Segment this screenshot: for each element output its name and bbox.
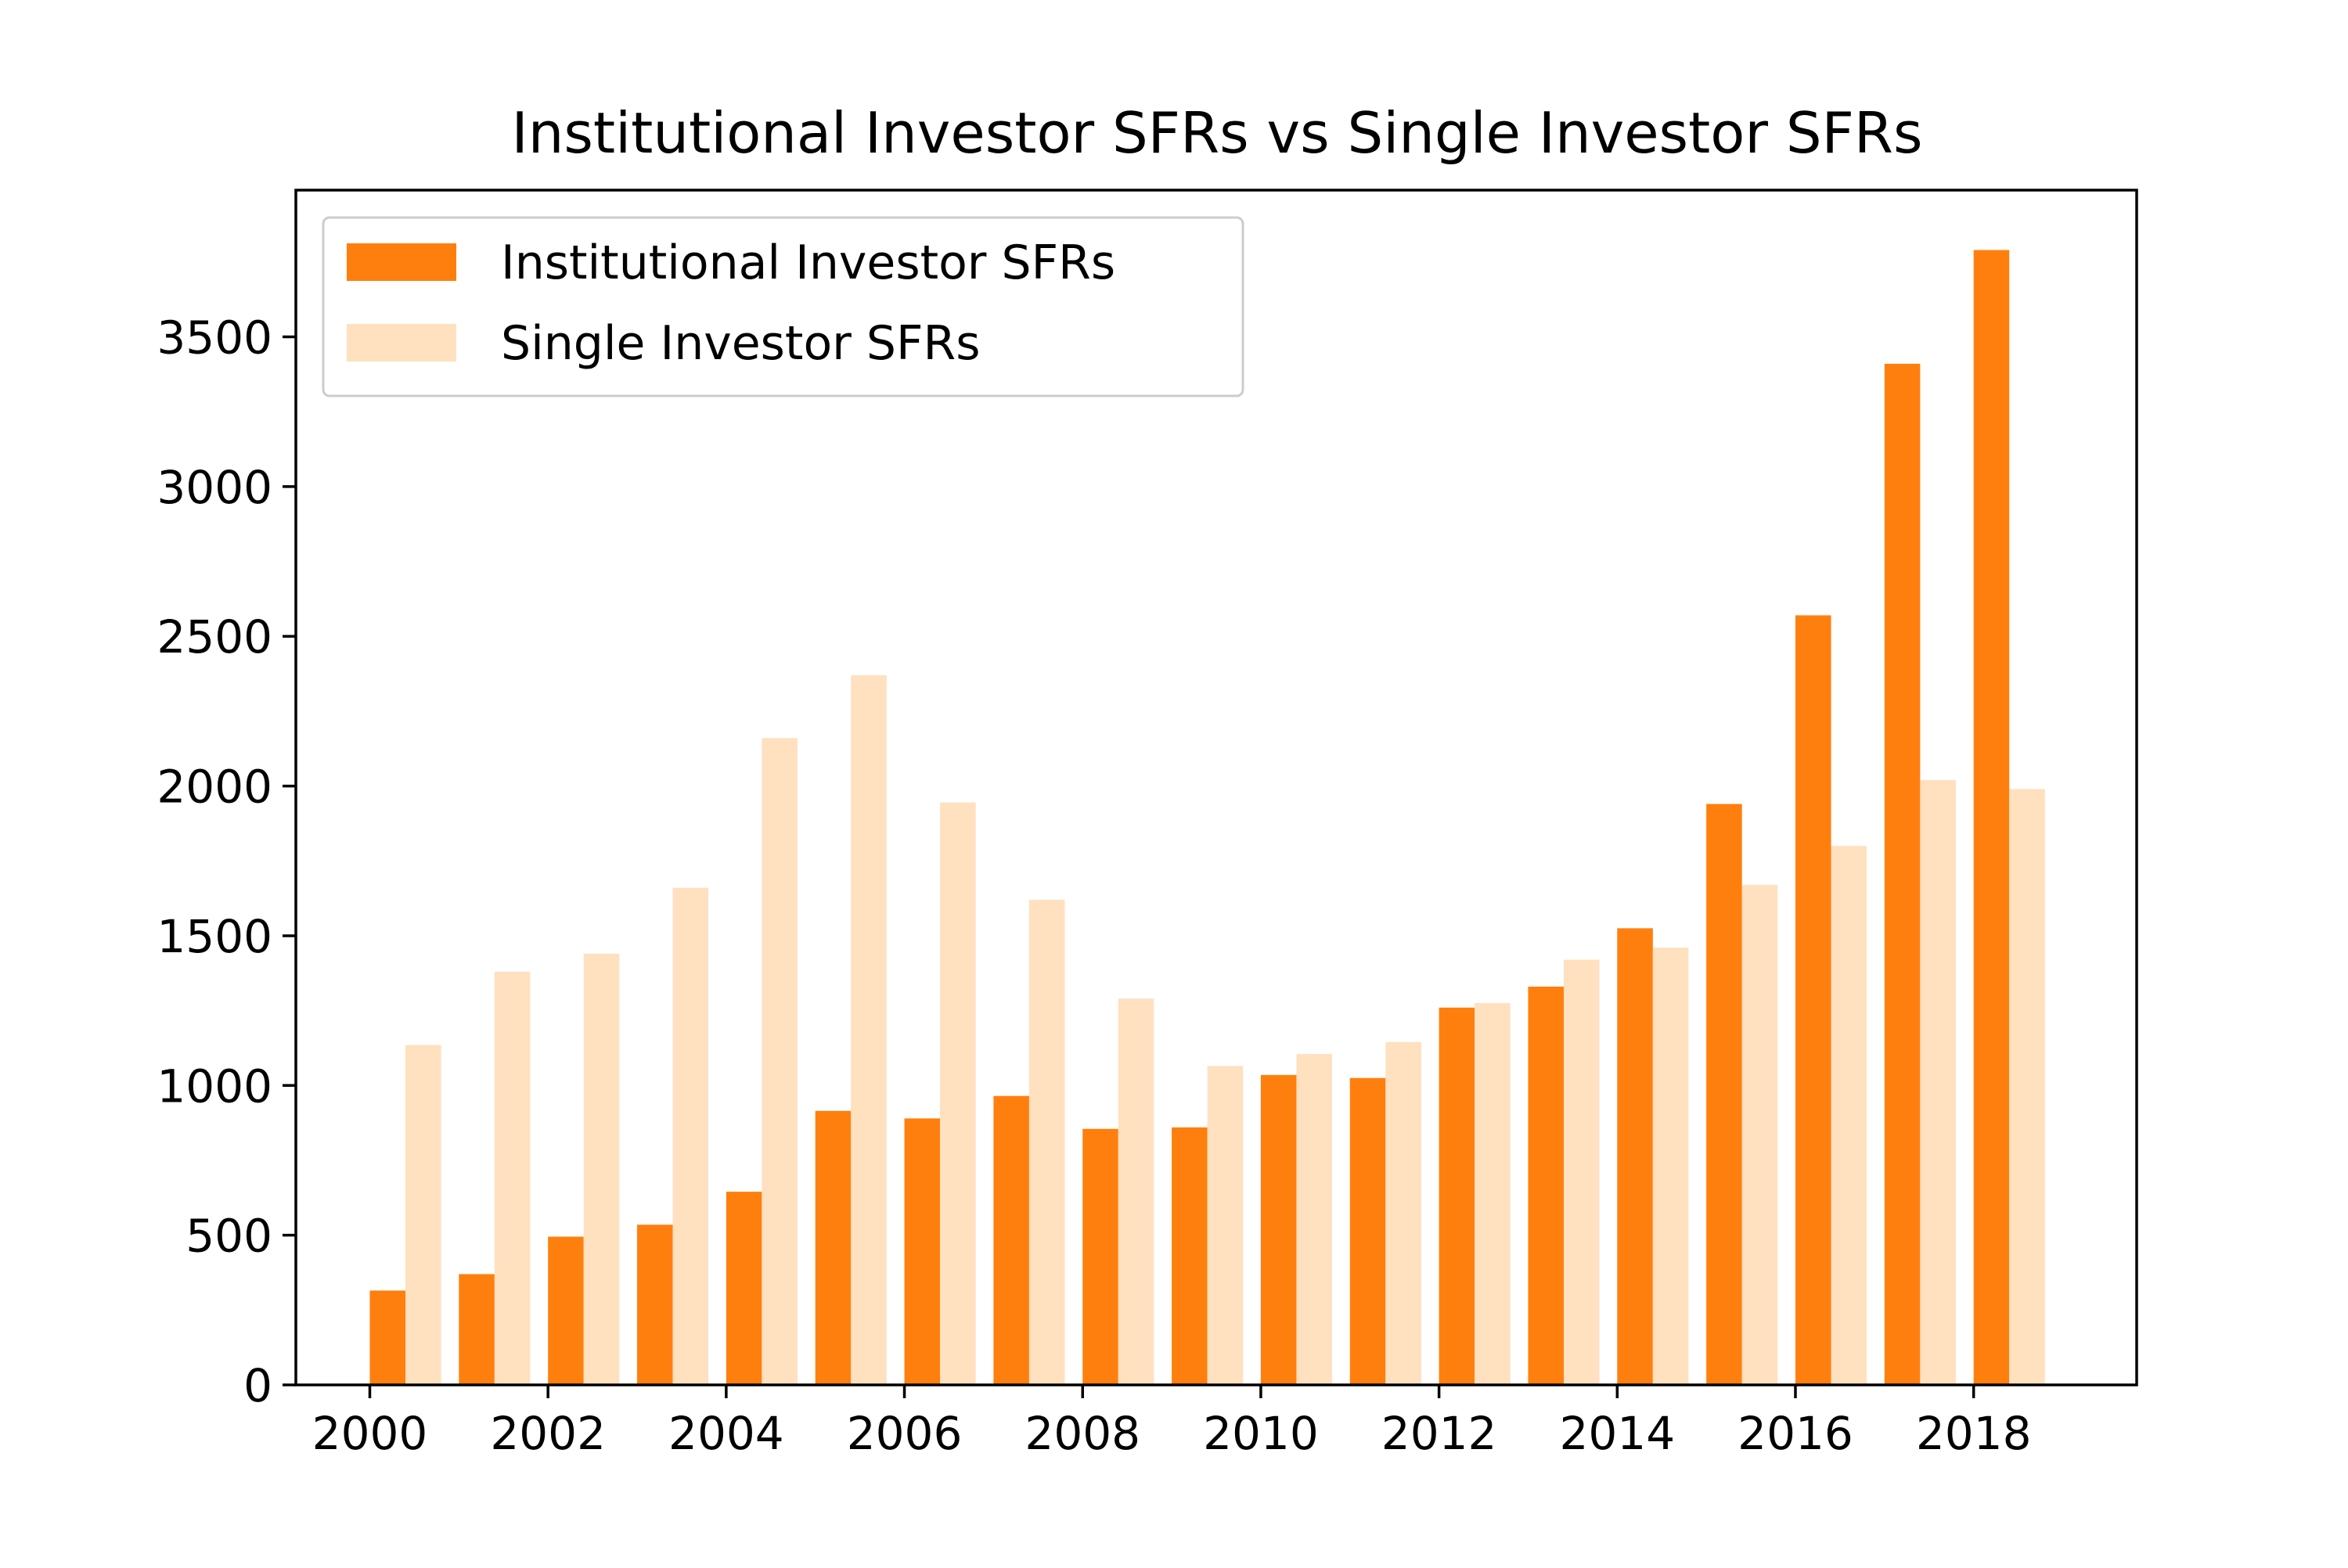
y-tick-label-1000: 1000	[157, 1059, 272, 1113]
x-tick-label-2012: 2012	[1381, 1407, 1497, 1460]
bars-layer	[369, 250, 2045, 1386]
bar-institutional-2018	[1973, 250, 2010, 1385]
y-tick-label-2500: 2500	[157, 610, 272, 664]
x-tick-label-2002: 2002	[490, 1407, 606, 1460]
bar-institutional-2017	[1884, 363, 1921, 1386]
bar-institutional-2008	[1082, 1128, 1118, 1385]
bar-institutional-2012	[1439, 1007, 1475, 1385]
bar-single-2003	[672, 887, 709, 1385]
legend-swatch-single	[347, 324, 456, 361]
x-tick-label-2014: 2014	[1559, 1407, 1675, 1460]
bar-institutional-2016	[1795, 615, 1831, 1385]
x-tick-label-2000: 2000	[312, 1407, 428, 1460]
bar-single-2015	[1741, 884, 1778, 1385]
legend-box	[322, 216, 1244, 397]
bar-single-2001	[494, 971, 531, 1385]
x-tick-label-2018: 2018	[1916, 1407, 2032, 1460]
legend-swatch-institutional	[347, 243, 456, 281]
x-tick-label-2016: 2016	[1738, 1407, 1853, 1460]
x-tick-label-2010: 2010	[1203, 1407, 1319, 1460]
bar-institutional-2005	[815, 1110, 852, 1385]
y-tick-label-2000: 2000	[157, 761, 272, 814]
bar-institutional-2003	[637, 1225, 673, 1385]
axes-layer: 2000 2002 2004 2006 2008 2010 2012 2014 2016 2018…	[157, 189, 2138, 1460]
y-tick-label-500: 500	[185, 1210, 272, 1263]
bar-single-2009	[1207, 1066, 1244, 1385]
bar-institutional-2011	[1349, 1077, 1386, 1385]
chart-title: Institutional Investor SFRs vs Single In…	[512, 100, 1923, 166]
bar-single-2008	[1118, 998, 1154, 1385]
bar-institutional-2014	[1617, 928, 1653, 1385]
y-tick-label-1500: 1500	[157, 910, 272, 963]
legend: Institutional Investor SFRs Single Invest…	[322, 216, 1244, 397]
x-tick-label-2008: 2008	[1025, 1407, 1140, 1460]
x-tick-label-2006: 2006	[847, 1407, 963, 1460]
bar-single-2014	[1652, 948, 1689, 1385]
bar-single-2004	[762, 738, 798, 1385]
bar-institutional-2007	[993, 1095, 1029, 1385]
bar-institutional-2009	[1172, 1127, 1208, 1385]
bar-single-2010	[1296, 1054, 1332, 1385]
bar-single-2007	[1028, 900, 1065, 1385]
bar-single-2018	[2009, 789, 2045, 1385]
legend-label-institutional: Institutional Investor SFRs	[501, 236, 1115, 290]
bar-institutional-2002	[548, 1236, 584, 1385]
bar-single-2017	[1920, 779, 1956, 1385]
bar-single-2000	[405, 1045, 441, 1385]
bar-single-2012	[1475, 1003, 1511, 1385]
bar-institutional-2013	[1528, 987, 1564, 1385]
legend-label-single: Single Investor SFRs	[501, 316, 980, 371]
bar-single-2016	[1831, 846, 1867, 1385]
bar-single-2005	[851, 674, 887, 1385]
bar-single-2002	[583, 953, 620, 1385]
bar-single-2006	[940, 802, 976, 1385]
bar-institutional-2001	[459, 1274, 495, 1385]
y-tick-label-3500: 3500	[157, 311, 272, 365]
bar-institutional-2015	[1706, 804, 1742, 1385]
bar-institutional-2006	[904, 1118, 941, 1385]
bar-single-2011	[1385, 1041, 1421, 1385]
x-tick-label-2004: 2004	[668, 1407, 784, 1460]
bar-institutional-2004	[726, 1192, 762, 1385]
plot-frame	[294, 189, 2138, 1386]
bar-institutional-2000	[369, 1290, 406, 1385]
bar-institutional-2010	[1260, 1074, 1297, 1385]
bar-single-2013	[1563, 959, 1600, 1385]
y-tick-label-3000: 3000	[157, 461, 272, 514]
y-tick-label-0: 0	[243, 1359, 272, 1412]
